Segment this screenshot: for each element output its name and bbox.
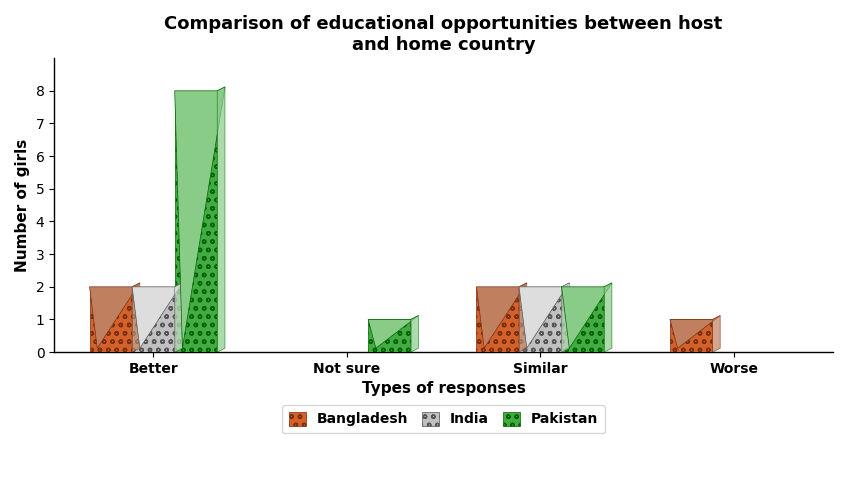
X-axis label: Types of responses: Types of responses: [361, 381, 526, 396]
Polygon shape: [217, 87, 225, 352]
Polygon shape: [132, 283, 140, 352]
Polygon shape: [477, 283, 527, 348]
Bar: [175, 91, 217, 352]
Bar: [519, 287, 561, 352]
Polygon shape: [561, 283, 569, 352]
Y-axis label: Number of girls: Number of girls: [15, 138, 30, 272]
Polygon shape: [410, 316, 418, 352]
Title: Comparison of educational opportunities between host
and home country: Comparison of educational opportunities …: [165, 15, 722, 54]
Polygon shape: [670, 316, 720, 348]
Bar: [132, 287, 175, 352]
Polygon shape: [368, 316, 418, 348]
Bar: [477, 287, 519, 352]
Bar: [368, 320, 410, 352]
Polygon shape: [712, 316, 720, 352]
Bar: [561, 287, 604, 352]
Polygon shape: [132, 283, 182, 348]
Polygon shape: [90, 283, 140, 348]
Bar: [670, 320, 712, 352]
Polygon shape: [519, 283, 527, 352]
Polygon shape: [561, 283, 612, 348]
Polygon shape: [175, 283, 182, 352]
Polygon shape: [604, 283, 612, 352]
Bar: [90, 287, 132, 352]
Polygon shape: [175, 87, 225, 348]
Polygon shape: [519, 283, 569, 348]
Legend: Bangladesh, India, Pakistan: Bangladesh, India, Pakistan: [282, 405, 605, 433]
